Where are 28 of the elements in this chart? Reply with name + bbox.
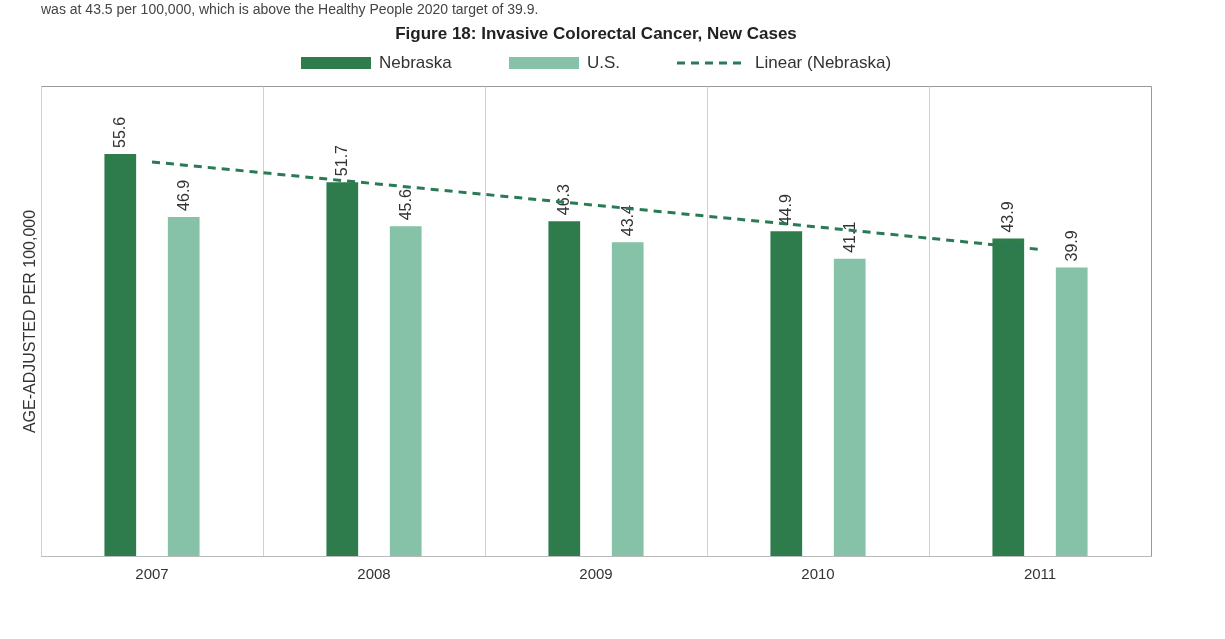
data-label: 46.9 — [174, 179, 192, 211]
data-label: 41.1 — [840, 221, 858, 253]
x-tick-label: 2008 — [357, 564, 391, 582]
text: was at 43.5 per 100,000, which is above the Healthy People 2020 target of 39.9. — [40, 1, 539, 17]
bar — [389, 226, 422, 556]
x-tick-label: 2010 — [801, 564, 835, 582]
data-label: 44.9 — [777, 194, 795, 226]
legend-label: Nebraska — [379, 53, 453, 72]
y-axis-title: AGE-ADJUSTED PER 100,000 — [20, 209, 38, 434]
bar — [104, 153, 137, 556]
x-tick-label: 2007 — [135, 564, 169, 582]
legend-label: Linear (Nebraska) — [755, 53, 892, 72]
bar — [167, 216, 200, 556]
data-label: 43.9 — [999, 201, 1017, 233]
chart-title: Figure 18: Invasive Colorectal Cancer, New Cases — [395, 24, 797, 43]
data-label: 55.6 — [111, 116, 129, 148]
bar — [770, 231, 803, 556]
data-label: 46.3 — [555, 183, 573, 216]
x-tick-label: 2011 — [1023, 564, 1057, 582]
x-tick-label: 2009 — [579, 564, 613, 582]
data-label: 45.6 — [396, 189, 414, 221]
data-label: 51.7 — [333, 144, 351, 177]
bar — [611, 242, 644, 556]
bar — [548, 221, 581, 556]
data-label: 39.9 — [1062, 230, 1080, 262]
bar — [833, 258, 866, 556]
legend-label: U.S. — [587, 53, 621, 72]
bar — [1055, 267, 1088, 556]
